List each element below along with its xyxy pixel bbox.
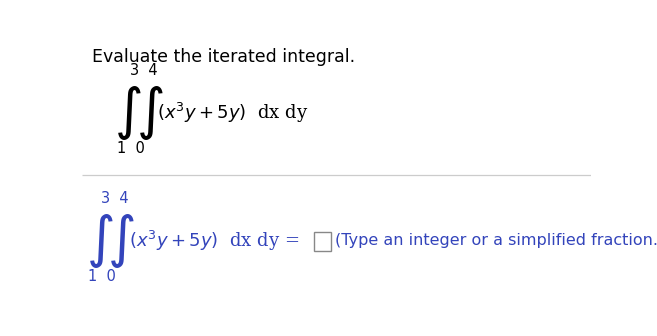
Text: $\int$: $\int$ bbox=[86, 212, 114, 270]
Text: $\int$: $\int$ bbox=[106, 212, 134, 270]
Text: $(x^3y + 5y)$  dx dy =: $(x^3y + 5y)$ dx dy = bbox=[129, 229, 299, 253]
Text: Evaluate the iterated integral.: Evaluate the iterated integral. bbox=[92, 48, 355, 66]
Bar bbox=[314, 232, 330, 251]
Text: (Type an integer or a simplified fraction.): (Type an integer or a simplified fractio… bbox=[335, 233, 657, 248]
Text: 1  0: 1 0 bbox=[117, 141, 145, 156]
Text: $(x^3y + 5y)$  dx dy: $(x^3y + 5y)$ dx dy bbox=[158, 101, 309, 125]
Text: 3  4: 3 4 bbox=[101, 191, 129, 206]
Text: $\int$: $\int$ bbox=[114, 84, 141, 142]
Text: 3  4: 3 4 bbox=[131, 63, 158, 78]
Text: $\int$: $\int$ bbox=[135, 84, 163, 142]
Text: 1  0: 1 0 bbox=[88, 269, 116, 284]
